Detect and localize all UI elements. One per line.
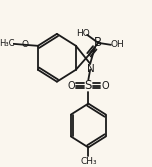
Text: CH₃: CH₃ xyxy=(80,157,97,166)
Text: OH: OH xyxy=(111,40,124,49)
Text: HO: HO xyxy=(76,29,90,38)
Text: H₃C: H₃C xyxy=(0,39,15,48)
Text: S: S xyxy=(85,79,92,92)
Text: O: O xyxy=(67,81,75,91)
Text: O: O xyxy=(22,40,29,49)
Text: N: N xyxy=(87,64,95,74)
Text: O: O xyxy=(102,81,110,91)
Text: B: B xyxy=(94,36,102,49)
